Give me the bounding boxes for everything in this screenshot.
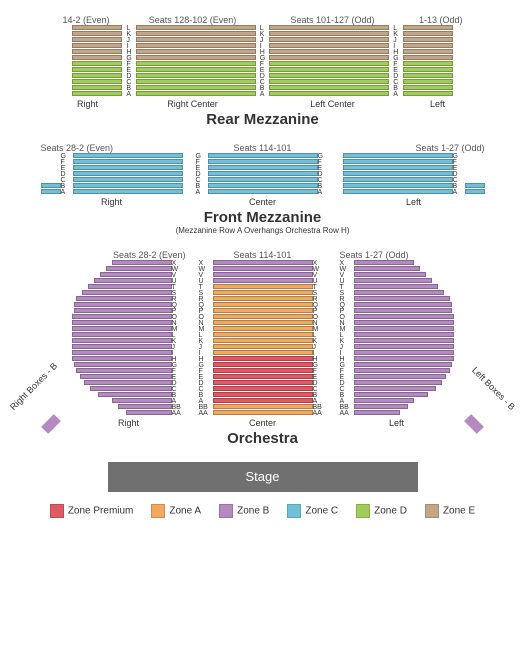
seat-range-label: Seats 128-102 (Even) [133,15,253,25]
section-label: Center [199,418,327,428]
stage: Stage [108,462,418,492]
orchestra: Seats 28-2 (Even) Seats 114-101 Seats 1-27… [10,250,515,447]
seat-range-label: 14-2 (Even) [63,15,113,25]
seat-range-label: Seats 101-127 (Odd) [273,15,393,25]
seat-range-label: Seats 28-2 (Even) [41,143,183,153]
rear-mezz-section-names: Right Right Center Left Center Left [10,97,515,109]
front-mezz-title: Front Mezzanine [10,209,515,226]
section-label: Right [41,197,183,207]
legend-item: Zone C [287,504,338,518]
rear-mezz-title: Rear Mezzanine [10,111,515,128]
section-label: Left Center [273,99,393,109]
legend-item: Zone A [151,504,201,518]
seat-range-label: Seats 1-27 (Odd) [340,250,454,260]
rear-mezzanine: 14-2 (Even) Seats 128-102 (Even) Seats 101… [10,15,515,128]
orchestra-seat-labels: Seats 28-2 (Even) Seats 114-101 Seats 1-27… [10,250,515,260]
legend-item: Zone B [219,504,269,518]
section-label: Left [343,197,485,207]
rear-mezz-seat-labels: 14-2 (Even) Seats 128-102 (Even) Seats 101… [10,15,515,25]
legend-item: Zone D [356,504,407,518]
orchestra-title: Orchestra [10,430,515,447]
seat-range-label: Seats 114-101 [196,143,330,153]
section-label: Right Center [133,99,253,109]
seat-range-label: 1-13 (Odd) [413,15,463,25]
section-label: Right [63,99,113,109]
front-mezzanine: Seats 28-2 (Even) Seats 114-101 Seats 1-27… [10,143,515,235]
section-label: Left [413,99,463,109]
orchestra-sections: XWVUTSRQPONMLKJIHGFEDCBABBAAXWVUTSRQPONM… [10,260,515,416]
seat-range-label: Seats 114-101 [199,250,327,260]
orchestra-section-names: Right Center Left [10,416,515,428]
seat-range-label: Seats 28-2 (Even) [72,250,186,260]
section-label: Center [196,197,330,207]
rear-mezz-sections: LKJIHGFEDCBALKJIHGFEDCBALKJIHGFEDCBA [10,25,515,97]
front-mezz-subtitle: (Mezzanine Row A Overhangs Orchestra Row… [10,226,515,235]
legend-item: Zone E [425,504,475,518]
legend-item: Zone Premium [50,504,134,518]
front-mezz-sections: GFEDCBAGFEDCBAGFEDCBAGFEDCBA [10,153,515,195]
seat-range-label: Seats 1-27 (Odd) [343,143,485,153]
legend: Zone Premium Zone A Zone B Zone C Zone D Zone… [10,504,515,518]
front-mezz-seat-labels: Seats 28-2 (Even) Seats 114-101 Seats 1-27… [10,143,515,153]
front-mezz-section-names: Right Center Left [10,195,515,207]
section-label: Left [340,418,454,428]
section-label: Right [72,418,186,428]
